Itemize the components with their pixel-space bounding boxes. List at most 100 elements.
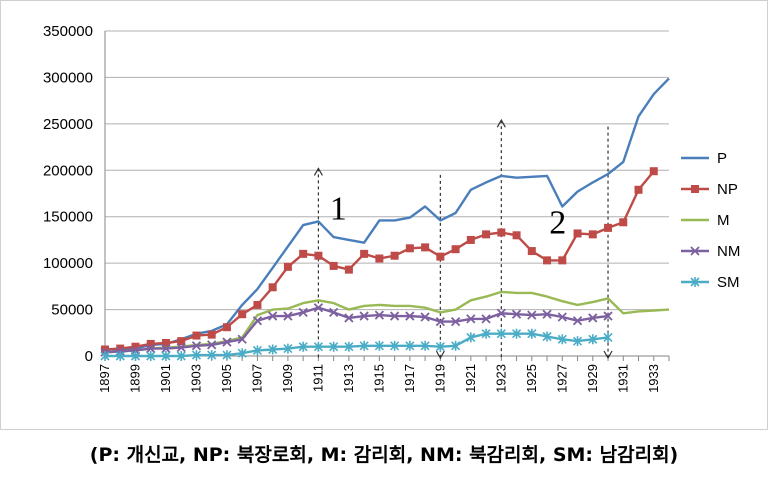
data-point xyxy=(131,342,140,351)
data-point xyxy=(207,330,216,339)
data-point xyxy=(130,351,141,361)
data-point xyxy=(512,328,522,339)
data-point xyxy=(207,340,217,350)
data-point xyxy=(389,311,400,321)
data-point xyxy=(466,314,476,324)
data-point xyxy=(222,337,232,347)
series-line-m xyxy=(104,290,670,354)
data-point xyxy=(116,344,125,353)
data-point xyxy=(466,332,476,343)
data-point xyxy=(161,343,171,354)
legend-label-nm: NM xyxy=(717,243,740,260)
series-p xyxy=(104,77,670,354)
y-tick-label: 300000 xyxy=(43,69,93,86)
data-point xyxy=(649,167,658,176)
series-line-sm xyxy=(105,332,609,358)
x-tick-label: 1911 xyxy=(310,364,325,392)
data-point xyxy=(252,345,262,356)
data-point xyxy=(466,235,475,244)
x-tick-label: 1929 xyxy=(585,364,600,393)
x-tick-label: 1919 xyxy=(432,364,447,393)
data-point xyxy=(604,223,613,232)
y-tick-label: 250000 xyxy=(43,116,93,133)
data-point xyxy=(222,350,232,361)
x-tick-label: 1917 xyxy=(402,364,417,393)
series-nm xyxy=(100,303,613,357)
y-tick-label: 150000 xyxy=(43,209,93,226)
legend-label-np: NP xyxy=(717,181,738,198)
x-tick-label: 1897 xyxy=(97,364,112,393)
data-point xyxy=(192,331,201,340)
data-point xyxy=(451,340,461,351)
data-point xyxy=(435,317,445,327)
x-tick-label: 1927 xyxy=(554,364,569,393)
y-tick-label: 50000 xyxy=(51,302,93,319)
data-point xyxy=(360,249,369,258)
data-point xyxy=(359,340,369,351)
data-point xyxy=(572,336,583,347)
x-tick-label: 1913 xyxy=(341,364,356,393)
x-tick-label: 1901 xyxy=(158,364,173,393)
x-tick-label: 1923 xyxy=(493,364,508,393)
data-point xyxy=(177,337,186,346)
data-point xyxy=(329,307,339,317)
data-point xyxy=(527,310,537,320)
data-point xyxy=(450,317,461,327)
data-point xyxy=(542,331,552,342)
data-point xyxy=(405,311,415,321)
data-point xyxy=(451,245,460,254)
data-point xyxy=(283,311,293,321)
x-tick-label: 1903 xyxy=(188,364,203,393)
data-point xyxy=(237,334,247,344)
data-point xyxy=(146,351,156,361)
data-point xyxy=(374,340,384,351)
period-label: 2 xyxy=(549,204,566,241)
data-point xyxy=(588,334,598,345)
x-tick-label: 1899 xyxy=(127,364,142,393)
x-tick-label: 1909 xyxy=(280,364,295,393)
legend-label-m: M xyxy=(717,212,730,229)
y-tick-label: 350000 xyxy=(43,23,93,40)
data-point xyxy=(527,247,536,256)
series-m xyxy=(104,290,670,354)
reference-arrow-up xyxy=(313,167,323,176)
data-point xyxy=(496,308,506,318)
data-point xyxy=(634,185,643,194)
data-point xyxy=(390,340,400,351)
data-point xyxy=(619,218,628,227)
legend: P NP M NM SM xyxy=(681,150,740,291)
data-point xyxy=(496,328,506,339)
data-point xyxy=(298,341,308,352)
data-point xyxy=(420,340,430,351)
data-point xyxy=(481,328,491,339)
x-tick-label: 1915 xyxy=(371,364,386,393)
data-point xyxy=(690,246,700,256)
y-tick-label: 0 xyxy=(85,348,93,365)
data-point xyxy=(557,312,567,322)
x-tick-label: 1921 xyxy=(463,364,478,393)
data-point xyxy=(588,313,598,323)
data-point xyxy=(329,261,338,270)
x-tick-label: 1925 xyxy=(524,364,539,393)
data-point xyxy=(283,262,292,271)
data-point xyxy=(344,313,354,323)
x-tick-label: 1905 xyxy=(219,364,234,393)
data-point xyxy=(161,351,171,361)
y-tick-label: 200000 xyxy=(43,162,93,179)
legend-caption: (P: 개신교, NP: 북장로회, M: 감리회, NM: 북감리회, SM:… xyxy=(89,444,679,466)
data-point xyxy=(691,185,699,193)
data-point xyxy=(558,256,567,265)
data-point xyxy=(405,244,414,253)
data-point xyxy=(253,300,262,309)
data-point xyxy=(176,343,186,353)
data-point xyxy=(511,309,522,319)
data-point xyxy=(268,344,278,355)
data-point xyxy=(313,303,324,313)
data-point xyxy=(344,341,354,352)
data-point xyxy=(527,328,537,339)
data-point xyxy=(252,316,263,326)
data-point xyxy=(283,343,293,354)
data-point xyxy=(481,314,491,324)
data-point xyxy=(573,229,582,238)
data-point xyxy=(420,312,430,322)
